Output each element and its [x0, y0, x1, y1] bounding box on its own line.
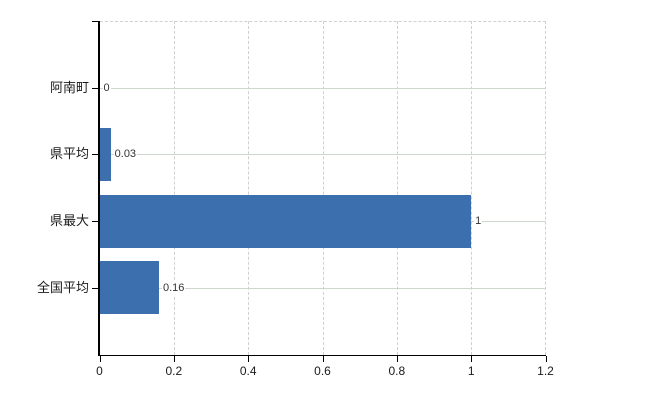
category-label: 県最大 [49, 213, 89, 229]
vertical-gridline [322, 21, 324, 355]
bar [99, 261, 159, 315]
horizontal-gridline [99, 87, 546, 89]
bar [99, 194, 472, 248]
x-tick-label: 0.4 [239, 363, 257, 378]
x-axis [98, 354, 546, 356]
x-tick-label: 0 [96, 363, 103, 378]
x-tick [173, 356, 175, 362]
category-label: 全国平均 [36, 279, 89, 295]
x-tick [99, 356, 101, 362]
x-tick-label: 1.2 [537, 363, 554, 378]
x-tick [322, 356, 324, 362]
x-tick [471, 356, 473, 362]
y-tick [92, 87, 98, 89]
horizontal-gridline [99, 154, 546, 156]
data-label: 0 [102, 80, 111, 95]
category-label: 県平均 [49, 146, 89, 162]
x-tick-label: 0.8 [388, 363, 406, 378]
x-tick [396, 356, 398, 362]
y-tick [92, 287, 98, 289]
vertical-gridline [471, 21, 473, 355]
y-tick [92, 154, 98, 156]
x-tick-label: 0.6 [314, 363, 331, 378]
bar [99, 127, 111, 181]
vertical-gridline [396, 21, 398, 355]
y-axis [98, 21, 100, 356]
x-tick-label: 1 [467, 363, 475, 378]
y-axis-end-tick [92, 21, 98, 22]
data-label: 0.03 [113, 147, 138, 162]
vertical-gridline [248, 21, 250, 355]
x-tick-label: 0.2 [165, 363, 183, 378]
x-tick [545, 356, 547, 362]
x-tick [248, 356, 250, 362]
vertical-gridline [173, 21, 175, 355]
data-label: 0.16 [161, 280, 186, 295]
horizontal-gridline [99, 287, 546, 289]
data-label: 1 [474, 214, 483, 229]
category-label: 阿南町 [49, 79, 89, 95]
y-tick [92, 221, 98, 223]
